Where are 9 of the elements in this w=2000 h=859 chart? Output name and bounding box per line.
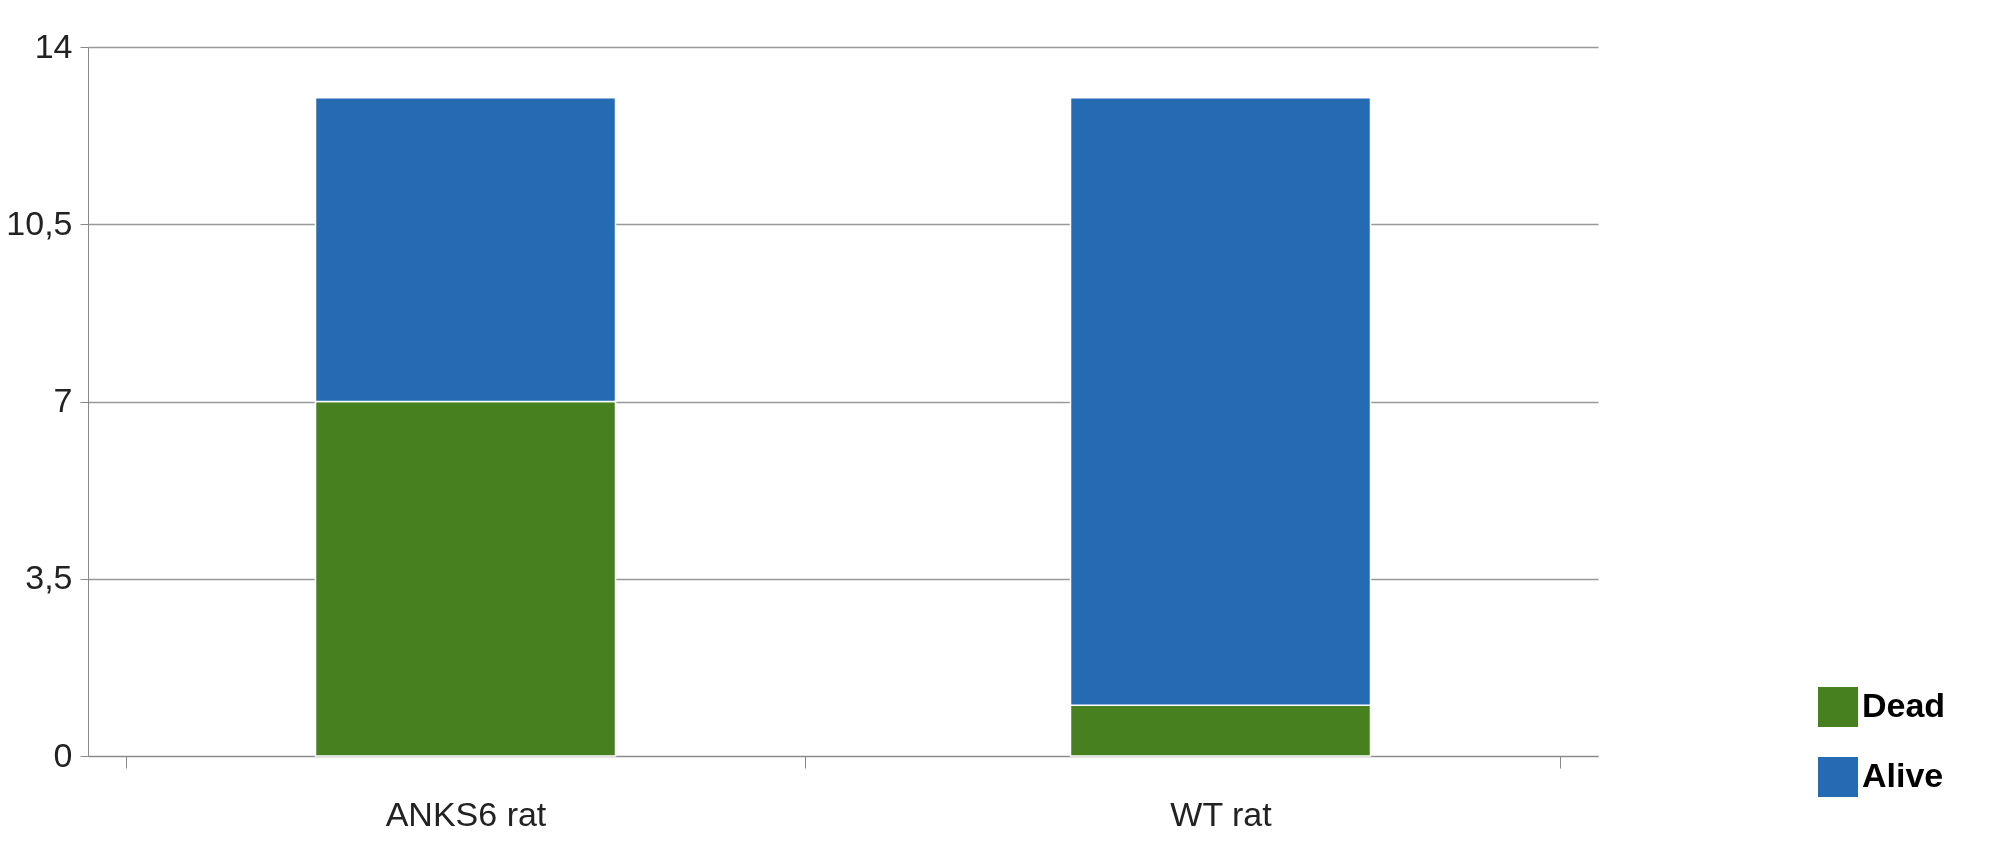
x-tick-label: WT rat: [1170, 794, 1273, 833]
y-tick-label: 0: [53, 735, 73, 774]
y-tick-label: 10,5: [6, 203, 73, 242]
x-tick-label: ANKS6 rat: [385, 794, 547, 833]
y-tick-label: 14: [34, 26, 73, 65]
legend-label: Alive: [1862, 756, 1944, 794]
y-tick-label: 3,5: [25, 558, 73, 597]
y-tick-label: 7: [53, 381, 73, 419]
legend-label: Dead: [1862, 686, 1946, 724]
